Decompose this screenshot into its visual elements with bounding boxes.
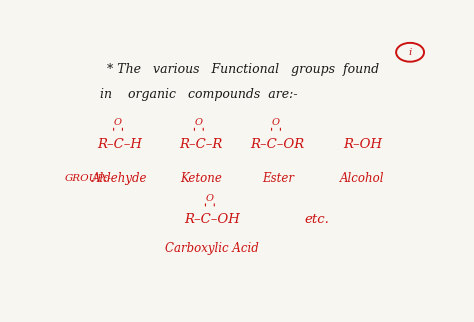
Text: Ketone: Ketone xyxy=(180,172,222,185)
Text: Carboxylic Acid: Carboxylic Acid xyxy=(165,242,259,255)
Text: O: O xyxy=(195,118,203,128)
Text: Aldehyde: Aldehyde xyxy=(92,172,147,185)
Text: R–C–OR: R–C–OR xyxy=(251,137,305,150)
Text: O: O xyxy=(272,118,280,128)
Text: * The   various   Functional   groups  found: * The various Functional groups found xyxy=(107,63,379,76)
Text: R–OH: R–OH xyxy=(343,137,382,150)
Text: O: O xyxy=(206,194,214,203)
Text: in    organic   compounds  are:-: in organic compounds are:- xyxy=(100,88,298,101)
Text: Ester: Ester xyxy=(262,172,294,185)
Text: etc.: etc. xyxy=(304,213,329,226)
Text: Alcohol: Alcohol xyxy=(340,172,384,185)
Text: R–C–H: R–C–H xyxy=(98,137,142,150)
Text: R–C–OH: R–C–OH xyxy=(184,213,239,226)
Text: R–C–R: R–C–R xyxy=(179,137,222,150)
Text: O: O xyxy=(114,118,122,128)
Text: GROUP:-: GROUP:- xyxy=(65,174,112,183)
Text: i: i xyxy=(409,48,412,57)
